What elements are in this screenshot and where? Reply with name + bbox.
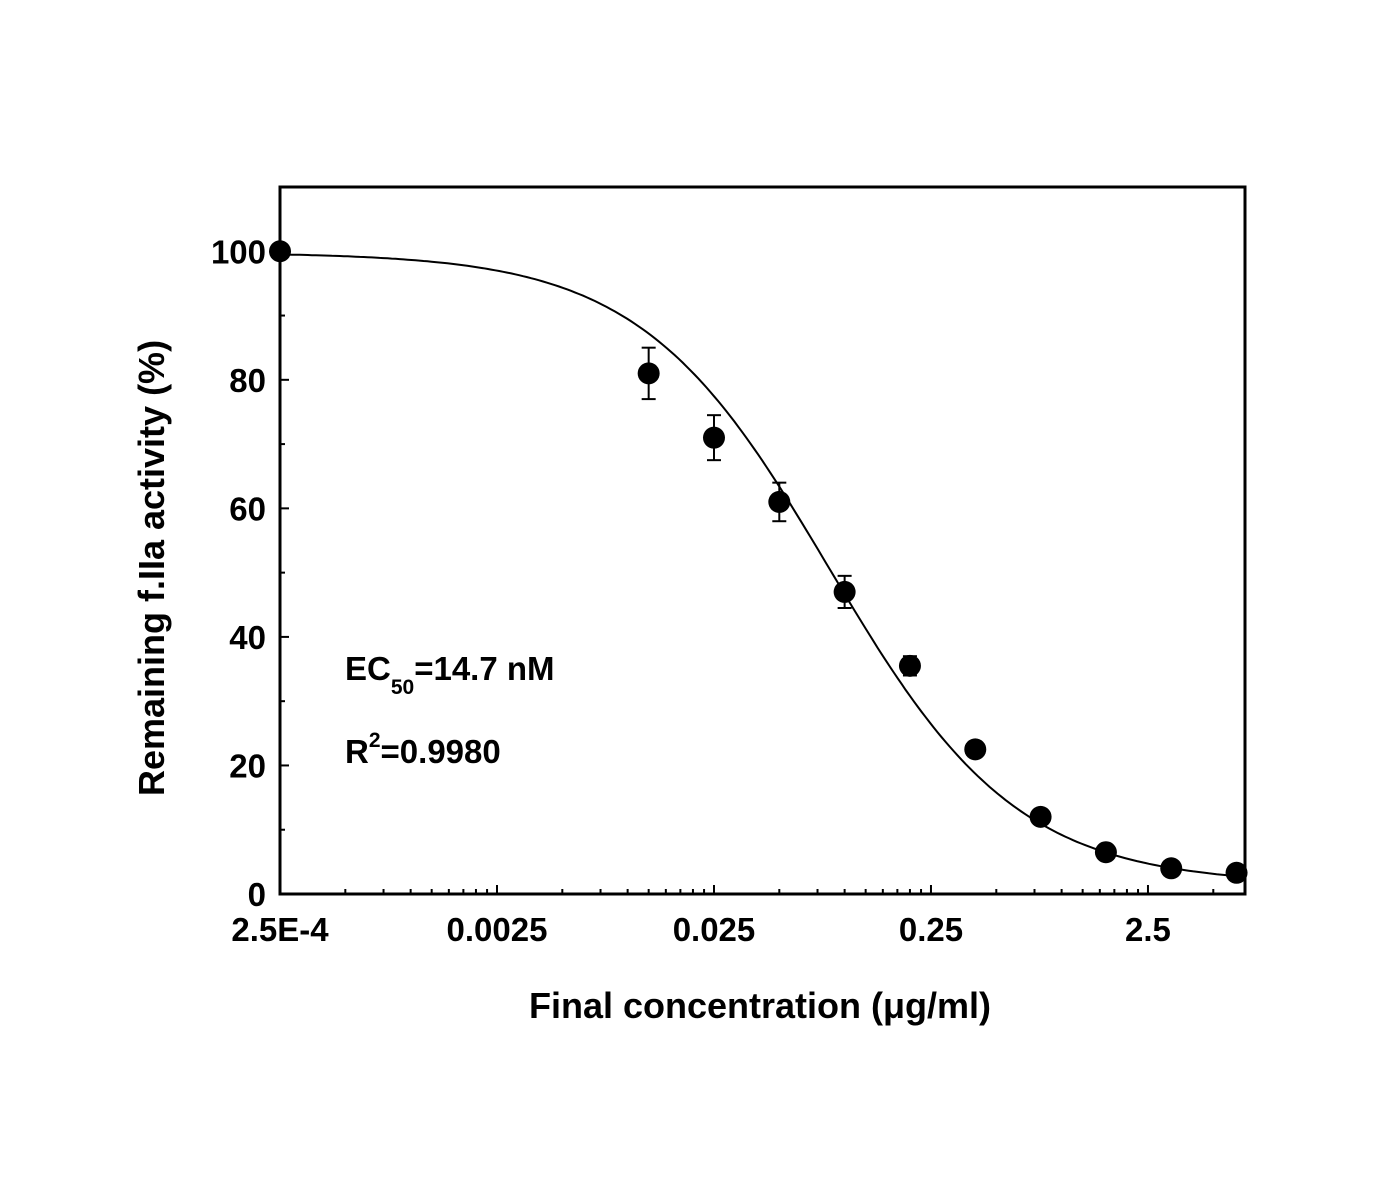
y-tick-label: 80 [229, 362, 266, 399]
x-axis-title: Final concentration (μg/ml) [529, 985, 991, 1026]
data-point [899, 655, 921, 677]
r2-superscript: 2 [369, 729, 381, 752]
data-point [638, 362, 660, 384]
x-tick-label: 0.0025 [447, 911, 548, 948]
ec50-annotation: EC50=14.7 nM [345, 650, 555, 699]
y-tick-label: 60 [229, 490, 266, 527]
r2-annotation: R2=0.9980 [345, 729, 501, 770]
data-point [269, 240, 291, 262]
r2-prefix: R [345, 733, 369, 770]
plot-frame [280, 187, 1245, 894]
y-tick-label: 40 [229, 619, 266, 656]
data-point [834, 581, 856, 603]
ticks-layer [280, 251, 1213, 894]
y-tick-label: 20 [229, 747, 266, 784]
ec50-prefix: EC [345, 650, 391, 687]
data-point [1030, 806, 1052, 828]
y-tick-label: 100 [211, 233, 266, 270]
r2-value: =0.9980 [381, 733, 501, 770]
x-tick-label: 2.5 [1125, 911, 1171, 948]
x-tick-label: 2.5E-4 [231, 911, 329, 948]
data-point [1226, 862, 1248, 884]
data-point [703, 427, 725, 449]
y-axis-title: Remaining f.IIa activity (%) [131, 340, 172, 796]
x-tick-label: 0.25 [899, 911, 963, 948]
ec50-subscript: 50 [391, 676, 414, 699]
x-tick-label: 0.025 [673, 911, 756, 948]
y-tick-label: 0 [248, 876, 266, 913]
ec50-value: =14.7 nM [414, 650, 554, 687]
data-point [1095, 841, 1117, 863]
fit-curve [280, 254, 1237, 876]
labels-layer: 0 20 40 60 80 100 2.5E-4 0.0025 0.025 0.25 2.5 [211, 233, 1171, 948]
points-layer [269, 240, 1248, 884]
data-point [964, 738, 986, 760]
data-point [1160, 857, 1182, 879]
data-point [768, 491, 790, 513]
